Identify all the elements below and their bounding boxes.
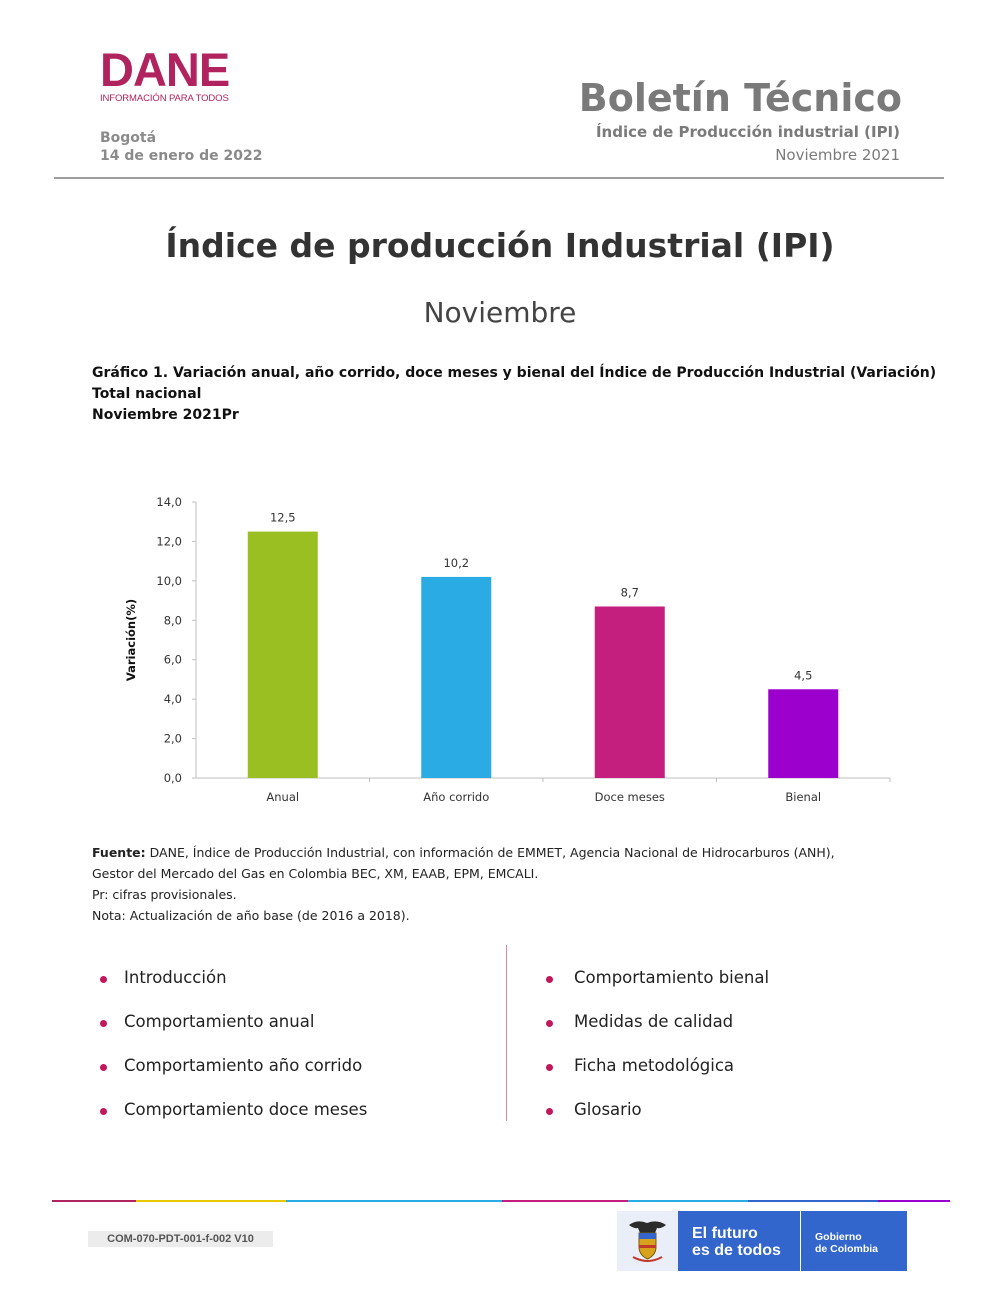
dane-logo: DANE bbox=[100, 43, 230, 96]
x-tick-label: Bienal bbox=[785, 790, 821, 804]
y-tick-label: 12,0 bbox=[156, 534, 182, 548]
bullet-icon bbox=[546, 1108, 553, 1115]
contents-divider bbox=[506, 945, 507, 1121]
bar-chart: 0,0 2,0 4,0 6,0 8,0 10,0 12,0 14,0 Variación(%) 1… bbox=[124, 495, 891, 804]
bar-4 bbox=[768, 689, 839, 778]
footer-line-segment bbox=[748, 1200, 878, 1202]
x-tick-label: Año corrido bbox=[423, 790, 489, 804]
bar-3 bbox=[594, 606, 665, 778]
contents-item-label: Medidas de calidad bbox=[574, 1012, 734, 1031]
bullet-icon bbox=[100, 1108, 107, 1115]
bullet-icon bbox=[100, 1064, 107, 1071]
bar-1 bbox=[247, 531, 318, 778]
y-tick-label: 4,0 bbox=[164, 692, 182, 706]
city: Bogotá bbox=[100, 130, 157, 146]
contents-item-label: Glosario bbox=[574, 1100, 642, 1119]
footer-line-segment bbox=[502, 1200, 628, 1202]
bullet-icon bbox=[546, 1064, 553, 1071]
contents-item-label: Comportamiento año corrido bbox=[124, 1056, 363, 1075]
y-tick-label: 6,0 bbox=[164, 653, 182, 667]
footer-line-segment bbox=[52, 1200, 136, 1202]
bulletin-period: Noviembre 2021 bbox=[775, 146, 900, 164]
bullet-icon bbox=[100, 1020, 107, 1027]
bullet-icon bbox=[546, 1020, 553, 1027]
contents-item-label: Comportamiento doce meses bbox=[124, 1100, 368, 1119]
page-title: Índice de producción Industrial (IPI) bbox=[165, 226, 835, 265]
bulletin-title: Boletín Técnico bbox=[578, 76, 902, 120]
y-axis-label: Variación(%) bbox=[124, 599, 138, 681]
chart-caption-scope: Total nacional bbox=[92, 386, 202, 402]
source-text: DANE, Índice de Producción Industrial, c… bbox=[149, 845, 835, 860]
colombia-coat-of-arms-icon bbox=[617, 1211, 678, 1271]
chart-caption-period: Noviembre 2021Pr bbox=[92, 407, 239, 423]
header-divider bbox=[54, 177, 944, 179]
contents-item-label: Comportamiento anual bbox=[124, 1012, 315, 1031]
source-note: Fuente: DANE, Índice de Producción Indus… bbox=[92, 845, 835, 860]
publication-date: 14 de enero de 2022 bbox=[100, 148, 263, 164]
bar-data-label: 8,7 bbox=[621, 585, 639, 599]
bar-2 bbox=[421, 576, 492, 778]
y-tick-label: 10,0 bbox=[156, 574, 182, 588]
gov-slogan: El futuro es de todos bbox=[678, 1211, 800, 1271]
source-text-2: Gestor del Mercado del Gas en Colombia B… bbox=[92, 866, 539, 881]
dane-logo-tagline: INFORMACIÓN PARA TODOS bbox=[100, 93, 229, 104]
bulletin-subtitle: Índice de Producción industrial (IPI) bbox=[595, 123, 900, 141]
page-subtitle: Noviembre bbox=[423, 296, 577, 329]
y-tick-label: 14,0 bbox=[156, 495, 182, 509]
contents-item-label: Introducción bbox=[124, 968, 227, 987]
footer-line-segment bbox=[136, 1200, 286, 1202]
base-year-note: Nota: Actualización de año base (de 2016… bbox=[92, 908, 410, 923]
y-tick-label: 8,0 bbox=[164, 613, 182, 627]
gov-name-line1: Gobierno bbox=[815, 1231, 862, 1243]
gov-slogan-line1: El futuro bbox=[692, 1225, 758, 1242]
x-tick-label: Doce meses bbox=[595, 790, 665, 804]
chart-caption-title: Gráfico 1. Variación anual, año corrido,… bbox=[92, 365, 937, 381]
footer-line-segment bbox=[878, 1200, 950, 1202]
footer-line-segment bbox=[628, 1200, 748, 1202]
bullet-icon bbox=[546, 976, 553, 983]
bar-data-label: 10,2 bbox=[443, 556, 469, 570]
gov-slogan-line2: es de todos bbox=[692, 1242, 781, 1259]
y-tick-label: 0,0 bbox=[164, 771, 182, 785]
source-label: Fuente: bbox=[92, 845, 146, 860]
document-code: COM-070-PDT-001-f-002 V10 bbox=[88, 1231, 273, 1247]
gov-name-line2: de Colombia bbox=[815, 1243, 879, 1255]
bar-data-label: 12,5 bbox=[270, 511, 296, 525]
footer-line-segment bbox=[286, 1200, 502, 1202]
bullet-icon bbox=[100, 976, 107, 983]
contents-item-label: Ficha metodológica bbox=[574, 1056, 735, 1075]
bar-data-label: 4,5 bbox=[794, 668, 812, 682]
contents-item-label: Comportamiento bienal bbox=[574, 968, 770, 987]
x-tick-label: Anual bbox=[266, 790, 299, 804]
y-tick-label: 2,0 bbox=[164, 732, 182, 746]
gov-name: Gobierno de Colombia bbox=[800, 1211, 907, 1271]
provisional-note: Pr: cifras provisionales. bbox=[92, 887, 237, 902]
